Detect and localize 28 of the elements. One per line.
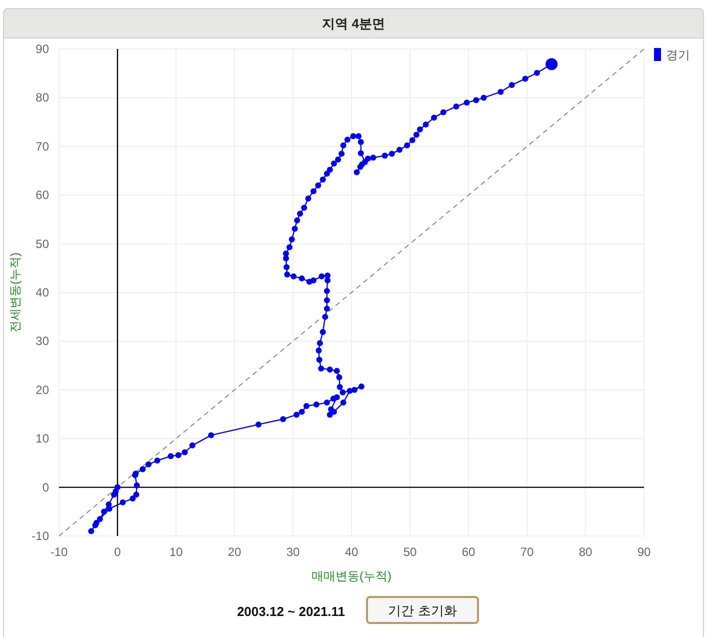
text: 2003.12 ~ 2021.11 <box>236 604 346 619</box>
y-tick-label: 80 <box>36 90 50 105</box>
y-tick-label: 40 <box>36 286 50 300</box>
y-tick-label: 90 <box>36 42 50 56</box>
x-tick-label: 0 <box>114 545 122 559</box>
x-tick-label: 70 <box>520 545 534 559</box>
x-tick-label: 50 <box>403 545 417 559</box>
x-tick-label: 40 <box>344 545 358 559</box>
text: 기간 초기화 <box>388 603 457 618</box>
chart-title: 지역 4분면 <box>322 16 385 31</box>
legend-label: 경기 <box>666 48 690 62</box>
x-tick-label: 20 <box>228 545 242 559</box>
y-tick-label: 0 <box>42 480 50 494</box>
x-tick-label: 80 <box>578 545 592 559</box>
x-axis-title: 매매변동(누적) <box>312 569 392 583</box>
y-tick-label: 30 <box>36 334 50 348</box>
y-tick-label: -10 <box>32 529 50 543</box>
y-tick-label: 50 <box>36 236 50 251</box>
y-tick-label: 60 <box>36 188 50 202</box>
y-tick-label: 10 <box>36 432 50 446</box>
x-tick-label: 90 <box>637 545 651 559</box>
y-axis-title: 전세변동(누적) <box>8 252 22 332</box>
y-tick-label: 20 <box>36 382 50 397</box>
x-tick-label: 10 <box>169 545 183 559</box>
x-tick-label: 60 <box>462 545 476 559</box>
y-tick-label: 70 <box>36 139 50 154</box>
x-tick-label: 30 <box>286 545 300 559</box>
x-tick-label: -10 <box>50 545 68 559</box>
